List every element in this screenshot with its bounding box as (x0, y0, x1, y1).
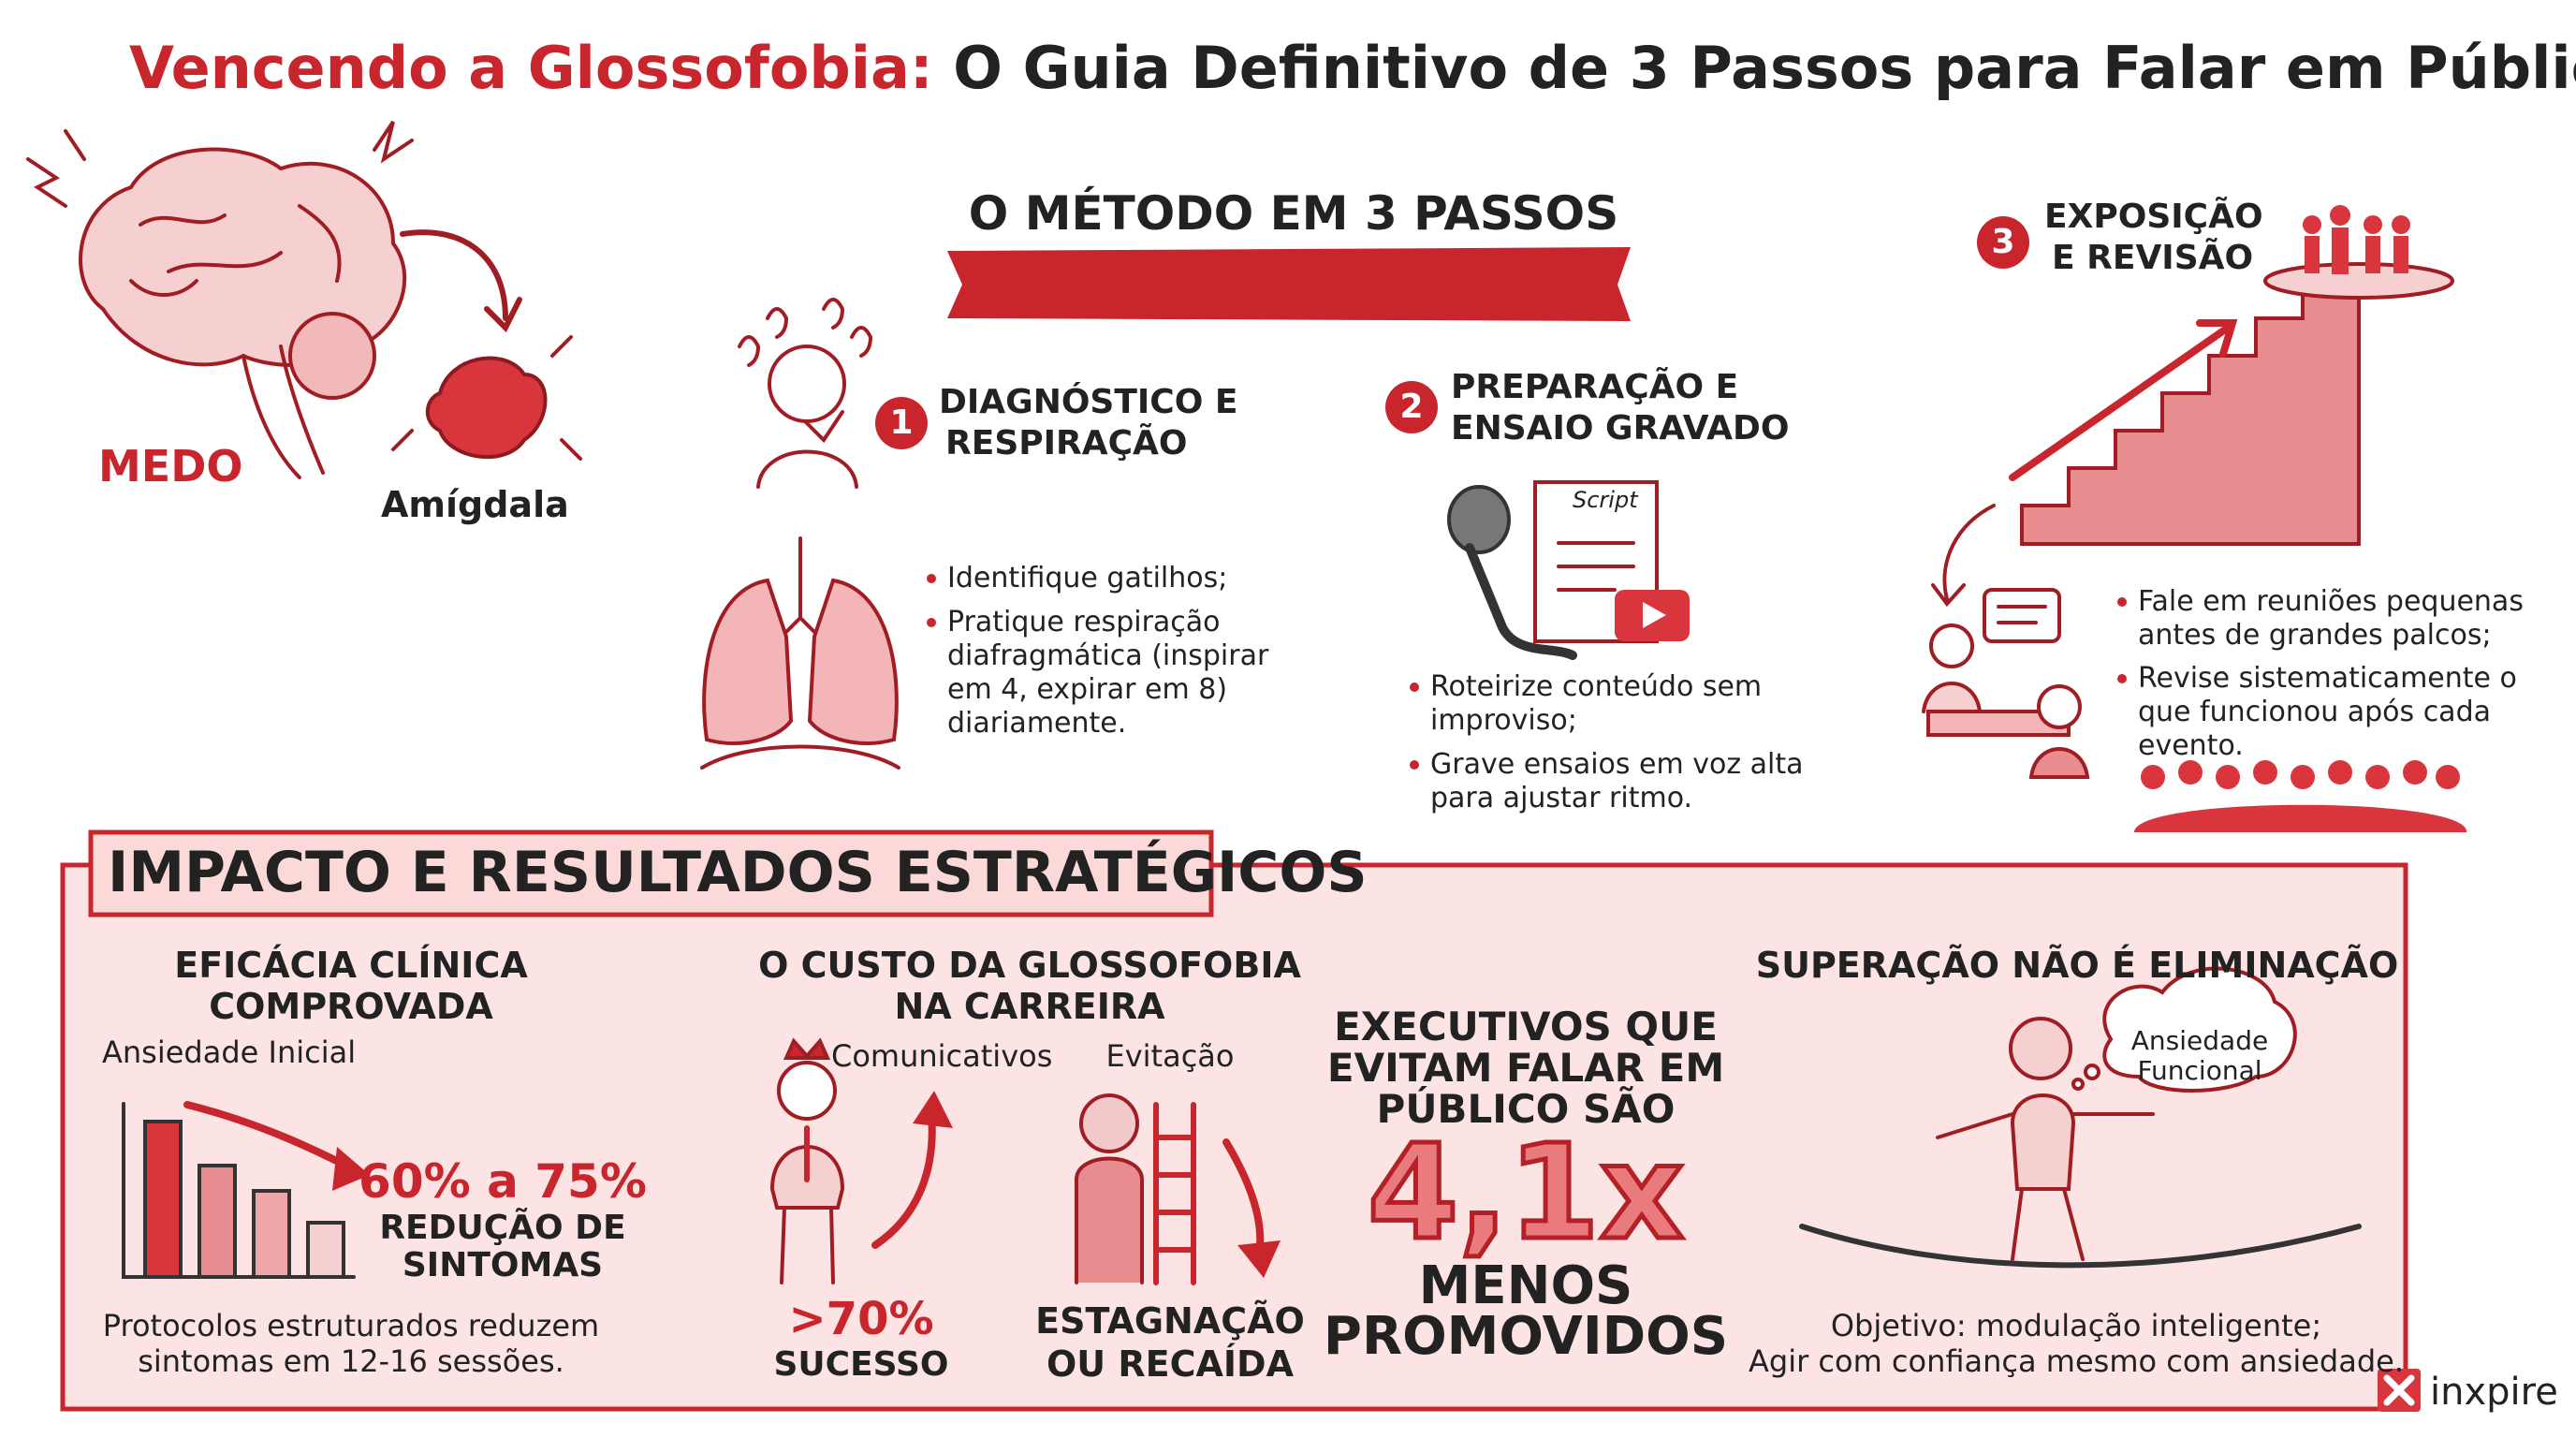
avoiding-person (1075, 1093, 1281, 1285)
section-title: PÚBLICO SÃO (1376, 1086, 1676, 1132)
section-title: COMPROVADA (209, 986, 493, 1027)
method-title: O MÉTODO EM 3 PASSOS (968, 186, 1619, 241)
staircase (1931, 205, 2454, 608)
title-rest: O Guia Definitivo de 3 Passos para Falar… (953, 34, 2576, 102)
brain-illustration (26, 120, 582, 479)
step-number: 1 (875, 397, 928, 449)
cloud-text: Ansiedade (2130, 1025, 2269, 1056)
stat-label: ESTAGNAÇÃO (1035, 1300, 1305, 1342)
big-stat: 4,1x (1365, 1117, 1686, 1269)
successful-person (769, 1037, 953, 1284)
section-title: EXECUTIVOS QUE (1334, 1004, 1718, 1049)
chart-label: Ansiedade Inicial (102, 1034, 357, 1070)
impact-title: IMPACTO E RESULTADOS ESTRATÉGICOS (108, 840, 1368, 905)
step-title: RESPIRAÇÃO (945, 424, 1188, 462)
step-title: PREPARAÇÃO E (1451, 368, 1739, 406)
bullet: Revise sistematicamente o que funcionou … (2117, 662, 2576, 763)
stat: 60% a 75% (359, 1154, 647, 1209)
mic-and-script (1447, 480, 1690, 660)
section-title: EVITAM FALAR EM (1326, 1045, 1725, 1091)
lungs (700, 536, 900, 770)
bullet: Pratique respiração diafragmática (inspi… (927, 606, 1294, 741)
group-label: Evitação (1105, 1038, 1235, 1074)
note: Protocolos estruturados reduzem (102, 1308, 600, 1343)
tightrope-walker (1799, 966, 2362, 1269)
brand-logo-mark (2383, 1374, 2415, 1406)
note: sintomas em 12-16 sessões. (138, 1343, 564, 1379)
amygdala-label: Amígdala (381, 484, 569, 525)
brand-name: inxpire (2430, 1371, 2558, 1414)
section-title: NA CARREIRA (894, 986, 1165, 1027)
stat-label: SUCESSO (773, 1345, 949, 1384)
thinking-person (738, 298, 873, 489)
section-title: EFICÁCIA CLÍNICA (174, 945, 528, 986)
step-title: DIAGNÓSTICO E (939, 383, 1238, 421)
impact-heading-tab (88, 829, 1214, 917)
step-number: 2 (1385, 381, 1438, 433)
section-title: SUPERAÇÃO NÃO É ELIMINAÇÃO (1755, 945, 2399, 986)
stat-label: OU RECAÍDA (1046, 1343, 1294, 1385)
group-label: Comunicativos (831, 1038, 1053, 1074)
stat: >70% (788, 1293, 934, 1345)
script-label: Script (1573, 487, 1638, 513)
stat-label: REDUÇÃO DE (379, 1209, 626, 1247)
step-title: EXPOSIÇÃO (2044, 198, 2263, 236)
note: Objetivo: modulação inteligente; (1830, 1308, 2322, 1343)
bullet: Fale em reuniões pequenas antes de grand… (2117, 585, 2576, 653)
step-title: E REVISÃO (2052, 239, 2254, 277)
cloud-text: Funcional (2137, 1055, 2262, 1086)
page-title: Vencendo a Glossofobia: O Guia Definitiv… (129, 39, 2576, 97)
fear-label: MEDO (98, 441, 243, 492)
bullet: Roteirize conteúdo sem improviso; (1410, 670, 1823, 738)
note: Agir com confiança mesmo com ansiedade. (1748, 1343, 2405, 1379)
step-number: 3 (1977, 216, 2029, 269)
title-highlight: Vencendo a Glossofobia: (129, 34, 933, 102)
meeting (1922, 588, 2090, 779)
section-title: O CUSTO DA GLOSSOFOBIA (758, 945, 1301, 986)
audience (2134, 760, 2467, 832)
stat-label: MENOS (1418, 1255, 1633, 1316)
stat-label: SINTOMAS (402, 1246, 604, 1284)
decline-chart (122, 1101, 370, 1279)
step-title: ENSAIO GRAVADO (1451, 409, 1790, 448)
title-banner (947, 247, 1631, 321)
bullet: Identifique gatilhos; (927, 562, 1294, 595)
stat-label: PROMOVIDOS (1323, 1306, 1729, 1367)
bullet: Grave ensaios em voz alta para ajustar r… (1410, 748, 1823, 815)
